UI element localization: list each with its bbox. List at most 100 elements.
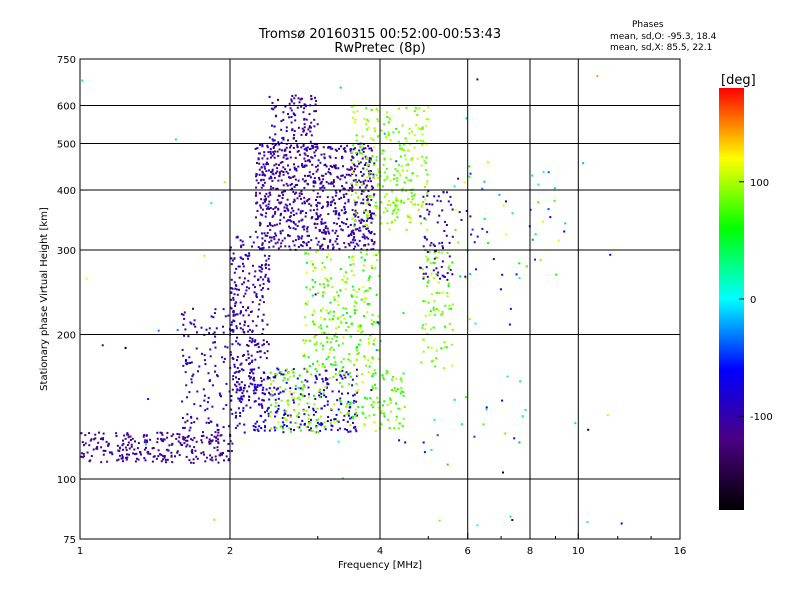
data-point <box>396 388 399 391</box>
data-point <box>376 184 379 187</box>
data-point <box>338 225 341 228</box>
data-point <box>349 263 352 266</box>
data-point <box>300 193 303 195</box>
data-point <box>313 321 316 324</box>
data-point <box>279 391 282 394</box>
data-point <box>293 102 296 105</box>
data-point <box>289 415 292 418</box>
data-point <box>284 388 287 391</box>
data-point <box>347 373 350 376</box>
data-point <box>341 229 344 232</box>
data-point <box>259 222 262 225</box>
data-point <box>245 359 248 361</box>
data-point <box>534 233 537 236</box>
data-point <box>335 238 338 240</box>
data-point <box>359 327 362 330</box>
data-point <box>354 411 357 414</box>
data-point <box>121 444 124 447</box>
data-point <box>264 425 266 428</box>
data-point <box>326 325 329 328</box>
data-point <box>370 180 372 183</box>
data-point <box>231 388 234 391</box>
data-point <box>485 406 488 409</box>
data-point <box>182 435 185 438</box>
data-point <box>282 390 285 393</box>
data-point <box>386 116 389 118</box>
data-point <box>239 415 242 417</box>
data-point <box>372 343 375 346</box>
data-point <box>247 330 250 333</box>
data-point <box>248 399 250 402</box>
data-point <box>377 183 380 186</box>
data-point <box>262 287 264 290</box>
data-point <box>213 518 216 521</box>
data-point <box>306 230 309 233</box>
data-point <box>234 416 237 419</box>
data-point <box>366 397 369 400</box>
data-point <box>276 187 279 190</box>
data-point <box>255 296 258 298</box>
data-point <box>367 210 370 213</box>
data-point <box>255 186 258 189</box>
data-point <box>294 156 297 159</box>
data-point <box>323 389 325 392</box>
data-point <box>438 214 441 217</box>
data-point <box>346 168 349 171</box>
data-point <box>300 380 303 383</box>
data-point <box>287 402 290 405</box>
data-point <box>319 187 322 190</box>
data-point <box>146 441 149 444</box>
data-point <box>230 291 233 294</box>
data-point <box>160 438 163 440</box>
data-point <box>405 140 408 143</box>
data-point <box>257 278 260 281</box>
data-point <box>316 218 319 220</box>
data-point <box>363 210 366 212</box>
data-point <box>251 338 254 340</box>
data-point <box>281 425 284 428</box>
data-point <box>285 207 288 210</box>
data-point <box>354 414 357 417</box>
data-point <box>174 138 177 141</box>
data-point <box>195 440 198 443</box>
data-point <box>444 346 446 349</box>
data-point <box>352 417 355 420</box>
data-point <box>308 365 311 367</box>
data-point <box>282 216 285 219</box>
data-point <box>395 196 398 199</box>
data-point <box>166 431 169 434</box>
data-point <box>147 450 150 453</box>
data-point <box>397 208 400 211</box>
data-point <box>218 392 221 395</box>
data-point <box>423 235 426 238</box>
data-point <box>396 216 399 219</box>
data-point <box>168 444 171 447</box>
data-point <box>372 413 375 416</box>
data-point <box>476 235 479 238</box>
data-point <box>327 312 330 315</box>
data-point <box>276 387 279 390</box>
data-point <box>223 181 226 184</box>
data-point <box>215 436 218 439</box>
data-point <box>213 312 216 315</box>
data-point <box>266 146 269 149</box>
data-point <box>348 244 351 247</box>
data-point <box>260 179 263 182</box>
data-point <box>321 363 324 365</box>
data-point <box>346 429 348 431</box>
data-point <box>370 159 373 162</box>
data-point <box>180 443 183 446</box>
data-point <box>191 452 194 454</box>
data-point <box>371 314 374 316</box>
data-point <box>285 400 288 403</box>
data-point <box>487 242 490 244</box>
data-point <box>268 169 270 172</box>
data-point <box>143 457 146 460</box>
data-point <box>269 378 272 381</box>
data-point <box>303 196 306 199</box>
data-point <box>341 377 344 380</box>
data-point <box>376 109 379 112</box>
data-point <box>265 170 268 173</box>
data-point <box>216 423 219 426</box>
data-point <box>251 383 254 386</box>
